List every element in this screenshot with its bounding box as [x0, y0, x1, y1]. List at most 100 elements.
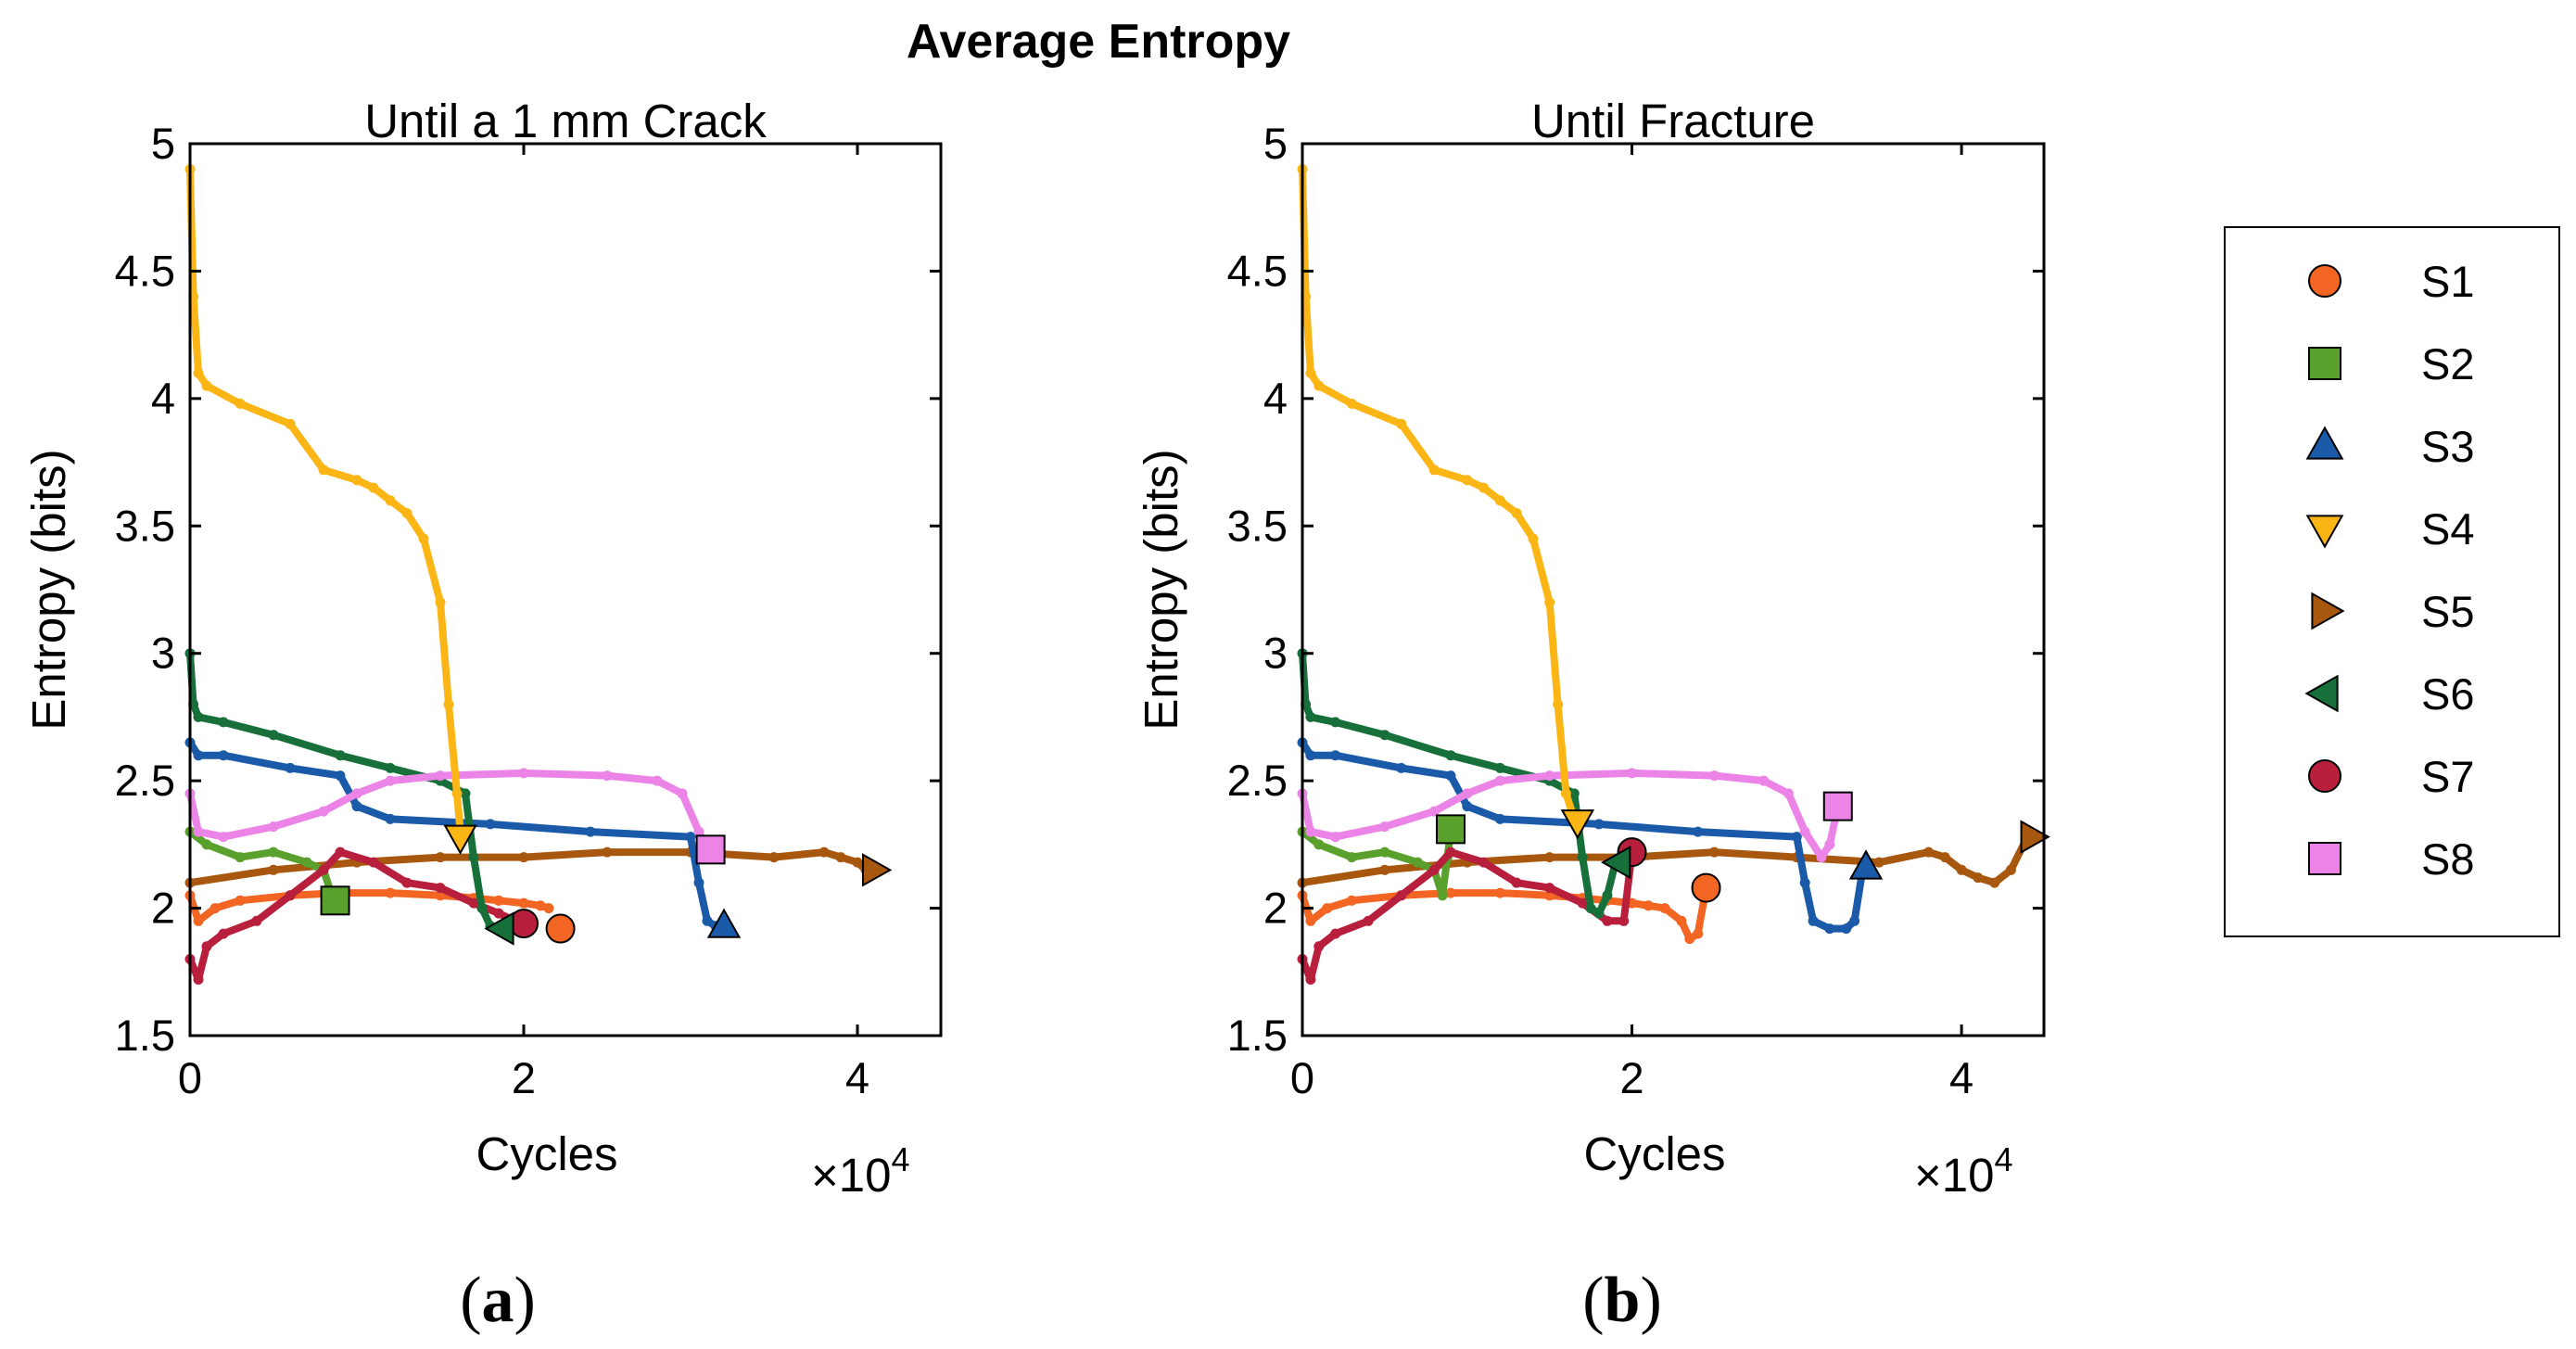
data-point-s3: [485, 819, 496, 830]
data-point-s7: [1618, 915, 1630, 926]
y-tick-label: 2.5: [1227, 756, 1288, 805]
legend-label: S8: [2421, 834, 2475, 884]
panel-label-letter: a: [482, 1265, 514, 1336]
data-point-s8: [693, 826, 704, 837]
end-marker-s3: [1848, 849, 1884, 880]
x-tick-label: 0: [1290, 1053, 1314, 1102]
data-point-s8: [1379, 821, 1390, 833]
data-point-s2: [1313, 839, 1325, 850]
data-point-s7: [1313, 941, 1325, 952]
x-tick-label: 4: [845, 1053, 869, 1102]
legend-label: S4: [2421, 504, 2475, 554]
data-point-s8: [602, 770, 613, 782]
legend-marker-s3: [2305, 426, 2344, 460]
data-point-s3: [693, 877, 704, 888]
data-point-s3: [1494, 813, 1505, 824]
end-marker-s2: [320, 885, 350, 916]
data-point-s5: [2005, 864, 2016, 875]
y-tick-label: 4.5: [115, 246, 175, 295]
x-axis-multiplier-exponent: 4: [1995, 1140, 2013, 1178]
data-point-s3: [1305, 750, 1316, 761]
data-point-s8: [385, 775, 396, 786]
legend-label: S1: [2421, 257, 2475, 306]
data-point-s8: [268, 821, 279, 833]
legend-label: S2: [2421, 339, 2475, 388]
legend-marker-s1: [2308, 264, 2341, 298]
data-point-s6: [1593, 908, 1605, 919]
data-point-s8: [1758, 775, 1770, 786]
data-point-s2: [235, 852, 246, 863]
panel-label-close-paren: ): [514, 1265, 536, 1336]
data-point-s4: [368, 482, 379, 493]
data-point-s1: [1693, 928, 1704, 939]
data-point-s6: [1602, 890, 1613, 901]
series-group: [184, 164, 893, 985]
legend-item-s7: S7: [2308, 752, 2475, 801]
data-point-s3: [335, 770, 346, 782]
data-point-s1: [535, 900, 546, 911]
data-point-s5: [1939, 852, 1950, 863]
data-point-s5: [1708, 846, 1719, 858]
end-marker-s3: [706, 908, 742, 938]
data-point-s7: [1396, 890, 1407, 901]
data-point-s4: [418, 533, 429, 544]
legend-marker-s7: [2308, 759, 2341, 793]
data-point-s3: [1841, 923, 1852, 935]
y-axis-label: Entropy (bits): [1135, 449, 1187, 730]
legend-box: [2224, 226, 2560, 937]
end-marker-s4: [1560, 809, 1595, 840]
data-point-s6: [385, 762, 396, 773]
data-point-s8: [1824, 839, 1835, 850]
data-point-s2: [201, 839, 212, 850]
data-point-s7: [1305, 974, 1316, 985]
series-line-s3: [1299, 738, 1867, 933]
legend-item-s1: S1: [2308, 257, 2475, 306]
series-line-s8: [1299, 769, 1842, 861]
data-point-s3: [1799, 877, 1810, 888]
data-point-s5: [1873, 857, 1884, 868]
chart-panel-a: 1.5 2 2.5 3 3.5 4 4.5 5 0 2 4 Until a 1 mm Crack Cyc…: [22, 95, 943, 1336]
data-point-s8: [218, 832, 229, 843]
figure-title: Average Entropy: [907, 15, 1290, 69]
data-point-s7: [193, 974, 204, 985]
data-point-s5: [1956, 864, 1967, 875]
y-tick-label: 2.5: [115, 756, 175, 805]
data-point-s1: [1676, 915, 1687, 926]
y-tick-label: 2: [151, 884, 175, 933]
legend-label: S3: [2421, 422, 2475, 471]
end-marker-s8: [695, 834, 726, 865]
data-point-s7: [318, 864, 329, 875]
data-point-s4: [1396, 418, 1407, 429]
data-point-s8: [1330, 832, 1341, 843]
data-point-s7: [1544, 883, 1555, 894]
end-marker-s4: [443, 824, 477, 855]
data-point-s1: [543, 903, 554, 914]
data-point-s1: [1684, 934, 1695, 945]
legend-item-s4: S4: [2305, 504, 2475, 554]
x-tick-label: 0: [178, 1053, 202, 1102]
data-point-s3: [685, 832, 696, 843]
data-point-s6: [1568, 788, 1580, 799]
x-axis-multiplier-exponent: 4: [892, 1140, 910, 1178]
panel-label-close-paren: ): [1640, 1265, 1661, 1336]
panel-label-open-paren: (: [460, 1265, 481, 1336]
plot-area: [190, 144, 941, 1036]
data-point-s4: [318, 465, 329, 476]
data-point-s5: [1379, 864, 1390, 875]
data-point-s2: [301, 857, 312, 868]
y-tick-label: 3: [1263, 629, 1288, 678]
data-point-s6: [268, 730, 279, 741]
legend-label: S6: [2421, 669, 2475, 719]
data-point-s4: [285, 418, 296, 429]
end-marker-s6: [1601, 845, 1631, 880]
y-tick-label: 1.5: [1227, 1011, 1288, 1060]
chart-panel-b: 1.5 2 2.5 3 3.5 4 4.5 5 0 2 4 Until Fracture Cycles E…: [1135, 95, 2050, 1336]
data-point-s6: [1379, 730, 1390, 741]
data-point-s3: [1593, 819, 1605, 830]
data-point-s3: [702, 915, 713, 926]
legend-item-s5: S5: [2311, 587, 2475, 636]
legend-marker-s2: [2308, 347, 2341, 380]
data-point-s8: [1627, 768, 1638, 779]
data-point-s8: [1799, 826, 1810, 837]
